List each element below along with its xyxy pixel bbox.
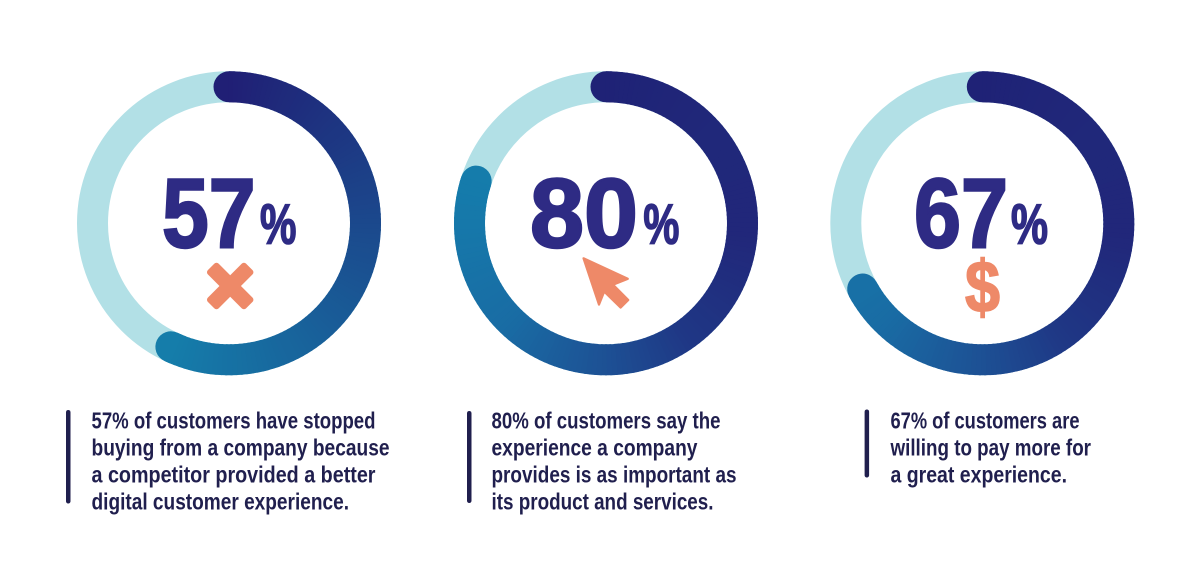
svg-text:provides is as important as: provides is as important as: [492, 462, 737, 488]
svg-text:80% of customers say the: 80% of customers say the: [492, 408, 721, 434]
svg-text:%: %: [643, 193, 679, 256]
svg-text:willing to pay more for: willing to pay more for: [890, 435, 1091, 461]
svg-text:a great experience.: a great experience.: [891, 462, 1068, 488]
svg-text:$: $: [965, 247, 1000, 328]
svg-text:digital customer experience.: digital customer experience.: [92, 489, 350, 515]
svg-text:80: 80: [530, 158, 638, 268]
svg-text:57% of customers have stopped: 57% of customers have stopped: [92, 408, 376, 434]
svg-text:experience a company: experience a company: [492, 435, 698, 461]
svg-text:buying from a company because: buying from a company because: [92, 435, 390, 461]
svg-text:%: %: [260, 193, 296, 256]
svg-text:its product and services.: its product and services.: [492, 489, 714, 515]
svg-text:57: 57: [162, 158, 256, 268]
svg-text:67: 67: [914, 158, 1008, 268]
svg-text:67% of customers are: 67% of customers are: [891, 408, 1080, 434]
svg-text:%: %: [1011, 193, 1048, 256]
svg-text:a competitor provided a better: a competitor provided a better: [92, 462, 376, 488]
